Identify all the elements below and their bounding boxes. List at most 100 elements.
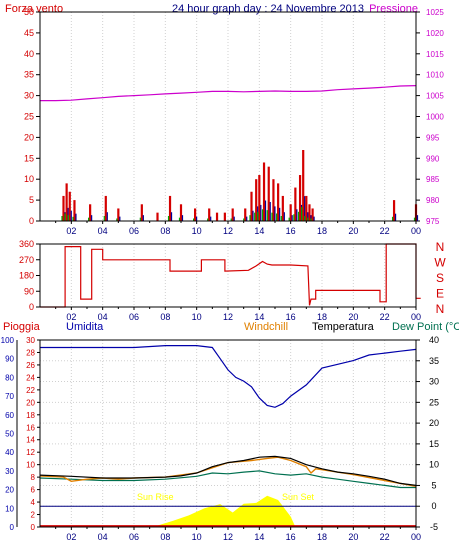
rain-tick-label: 26 [26, 361, 35, 370]
pressure-tick-label: 975 [426, 217, 440, 226]
humidity-axis: 0 10 20 30 40 50 60 70 80 90 100 [1, 336, 18, 532]
x-tick-label: 08 [160, 226, 170, 236]
x-tick-label: 08 [160, 532, 170, 542]
temperature-tick-label: 15 [429, 439, 439, 449]
pressure-axis: 975 980 985 990 995 1000 1005 1010 1015 1020 1025 [416, 8, 444, 226]
temperature-tick-label: 40 [429, 335, 439, 345]
temperature-label: Temperatura [312, 321, 375, 333]
humidity-tick-label: 40 [5, 448, 14, 457]
x-tick-label: 16 [286, 226, 296, 236]
temperature-tick-label: 5 [431, 480, 436, 490]
wind-tick-label: 40 [24, 49, 34, 59]
windchill-label: Windchill [244, 321, 288, 333]
wind-direction-frame [39, 243, 417, 308]
direction-tick-label: 180 [19, 271, 34, 281]
wind-tick-label: 15 [24, 153, 34, 163]
x-tick-label: 04 [98, 532, 108, 542]
x-tick-label: 02 [66, 226, 76, 236]
compass-label: W [434, 256, 446, 270]
dewpoint-series-line [39, 470, 416, 489]
pressure-label: Pressione [369, 3, 418, 15]
x-tick-label: 12 [223, 312, 233, 322]
x-tick-label: 16 [286, 532, 296, 542]
x-tick-label: 10 [192, 312, 202, 322]
rain-tick-label: 18 [26, 411, 35, 420]
wind-tick-label: 35 [24, 70, 34, 80]
pressure-tick-label: 995 [426, 133, 440, 142]
pressure-tick-label: 985 [426, 175, 440, 184]
x-tick-label: 18 [317, 226, 327, 236]
x-tick-label: 06 [129, 226, 139, 236]
rain-tick-label: 4 [31, 498, 36, 507]
direction-tick-label: 90 [24, 286, 34, 296]
humidity-tick-label: 70 [5, 392, 14, 401]
wind-pressure-frame [39, 11, 417, 222]
wind-force-series [61, 149, 419, 221]
x-tick-label: 08 [160, 312, 170, 322]
wind-tick-label: 30 [24, 91, 34, 101]
x-tick-label: 10 [192, 226, 202, 236]
temperature-tick-label: 30 [429, 377, 439, 387]
x-tick-label: 00 [411, 532, 421, 542]
humidity-tick-label: 50 [5, 430, 14, 439]
humidity-series-line [40, 345, 417, 408]
x-tick-label: 00 [411, 312, 421, 322]
rain-label: Pioggia [3, 321, 41, 333]
x-tick-label: 20 [348, 226, 358, 236]
pressure-tick-label: 1000 [426, 113, 444, 122]
direction-tick-label: 360 [19, 239, 34, 249]
x-tick-label: 22 [380, 532, 390, 542]
x-tick-label: 18 [317, 532, 327, 542]
temperature-tick-label: 25 [429, 397, 439, 407]
humidity-tick-label: 60 [5, 411, 14, 420]
humidity-tick-label: 30 [5, 467, 14, 476]
x-tick-label: 06 [129, 312, 139, 322]
temperature-series-line [39, 455, 417, 486]
time-axis-middle: 02 04 06 08 10 12 14 16 18 20 22 00 [55, 307, 421, 322]
x-tick-label: 16 [286, 312, 296, 322]
x-tick-label: 06 [129, 532, 139, 542]
wind-tick-label: 20 [24, 132, 34, 142]
x-tick-label: 00 [411, 226, 421, 236]
x-tick-label: 18 [317, 312, 327, 322]
humidity-tick-label: 90 [5, 355, 14, 364]
sunrise-label: Sun Rise [137, 492, 174, 502]
x-tick-label: 14 [254, 312, 264, 322]
wind-tick-label: 50 [24, 7, 34, 17]
wind-tick-label: 45 [24, 28, 34, 38]
rain-tick-label: 14 [26, 436, 35, 445]
compass-label: N [436, 302, 445, 316]
rain-tick-label: 24 [26, 373, 35, 382]
x-tick-label: 04 [98, 312, 108, 322]
compass-label: S [436, 271, 444, 285]
x-tick-label: 12 [223, 532, 233, 542]
temperature-tick-label: 0 [431, 501, 436, 511]
pressure-tick-label: 1010 [426, 71, 444, 80]
direction-tick-label: 270 [19, 255, 34, 265]
rain-tick-label: 30 [26, 336, 35, 345]
pressure-tick-label: 990 [426, 154, 440, 163]
temperature-tick-label: -5 [430, 522, 438, 532]
x-tick-label: 02 [66, 312, 76, 322]
rain-tick-label: 10 [26, 461, 35, 470]
x-tick-label: 10 [192, 532, 202, 542]
temperature-tick-label: 20 [429, 418, 439, 428]
pressure-series-line [40, 85, 417, 102]
x-tick-label: 02 [66, 532, 76, 542]
x-tick-label: 20 [348, 312, 358, 322]
rain-tick-label: 2 [31, 511, 36, 520]
rain-tick-label: 0 [31, 523, 36, 532]
rain-tick-label: 12 [26, 448, 35, 457]
wind-force-label: Forza vento [5, 3, 63, 15]
direction-degree-axis: 0 90 180 270 360 [19, 239, 40, 312]
pressure-tick-label: 1015 [426, 50, 444, 59]
sunset-label: Sun Set [282, 492, 315, 502]
pressure-tick-label: 1025 [426, 8, 444, 17]
humidity-label: Umidita [66, 321, 104, 333]
